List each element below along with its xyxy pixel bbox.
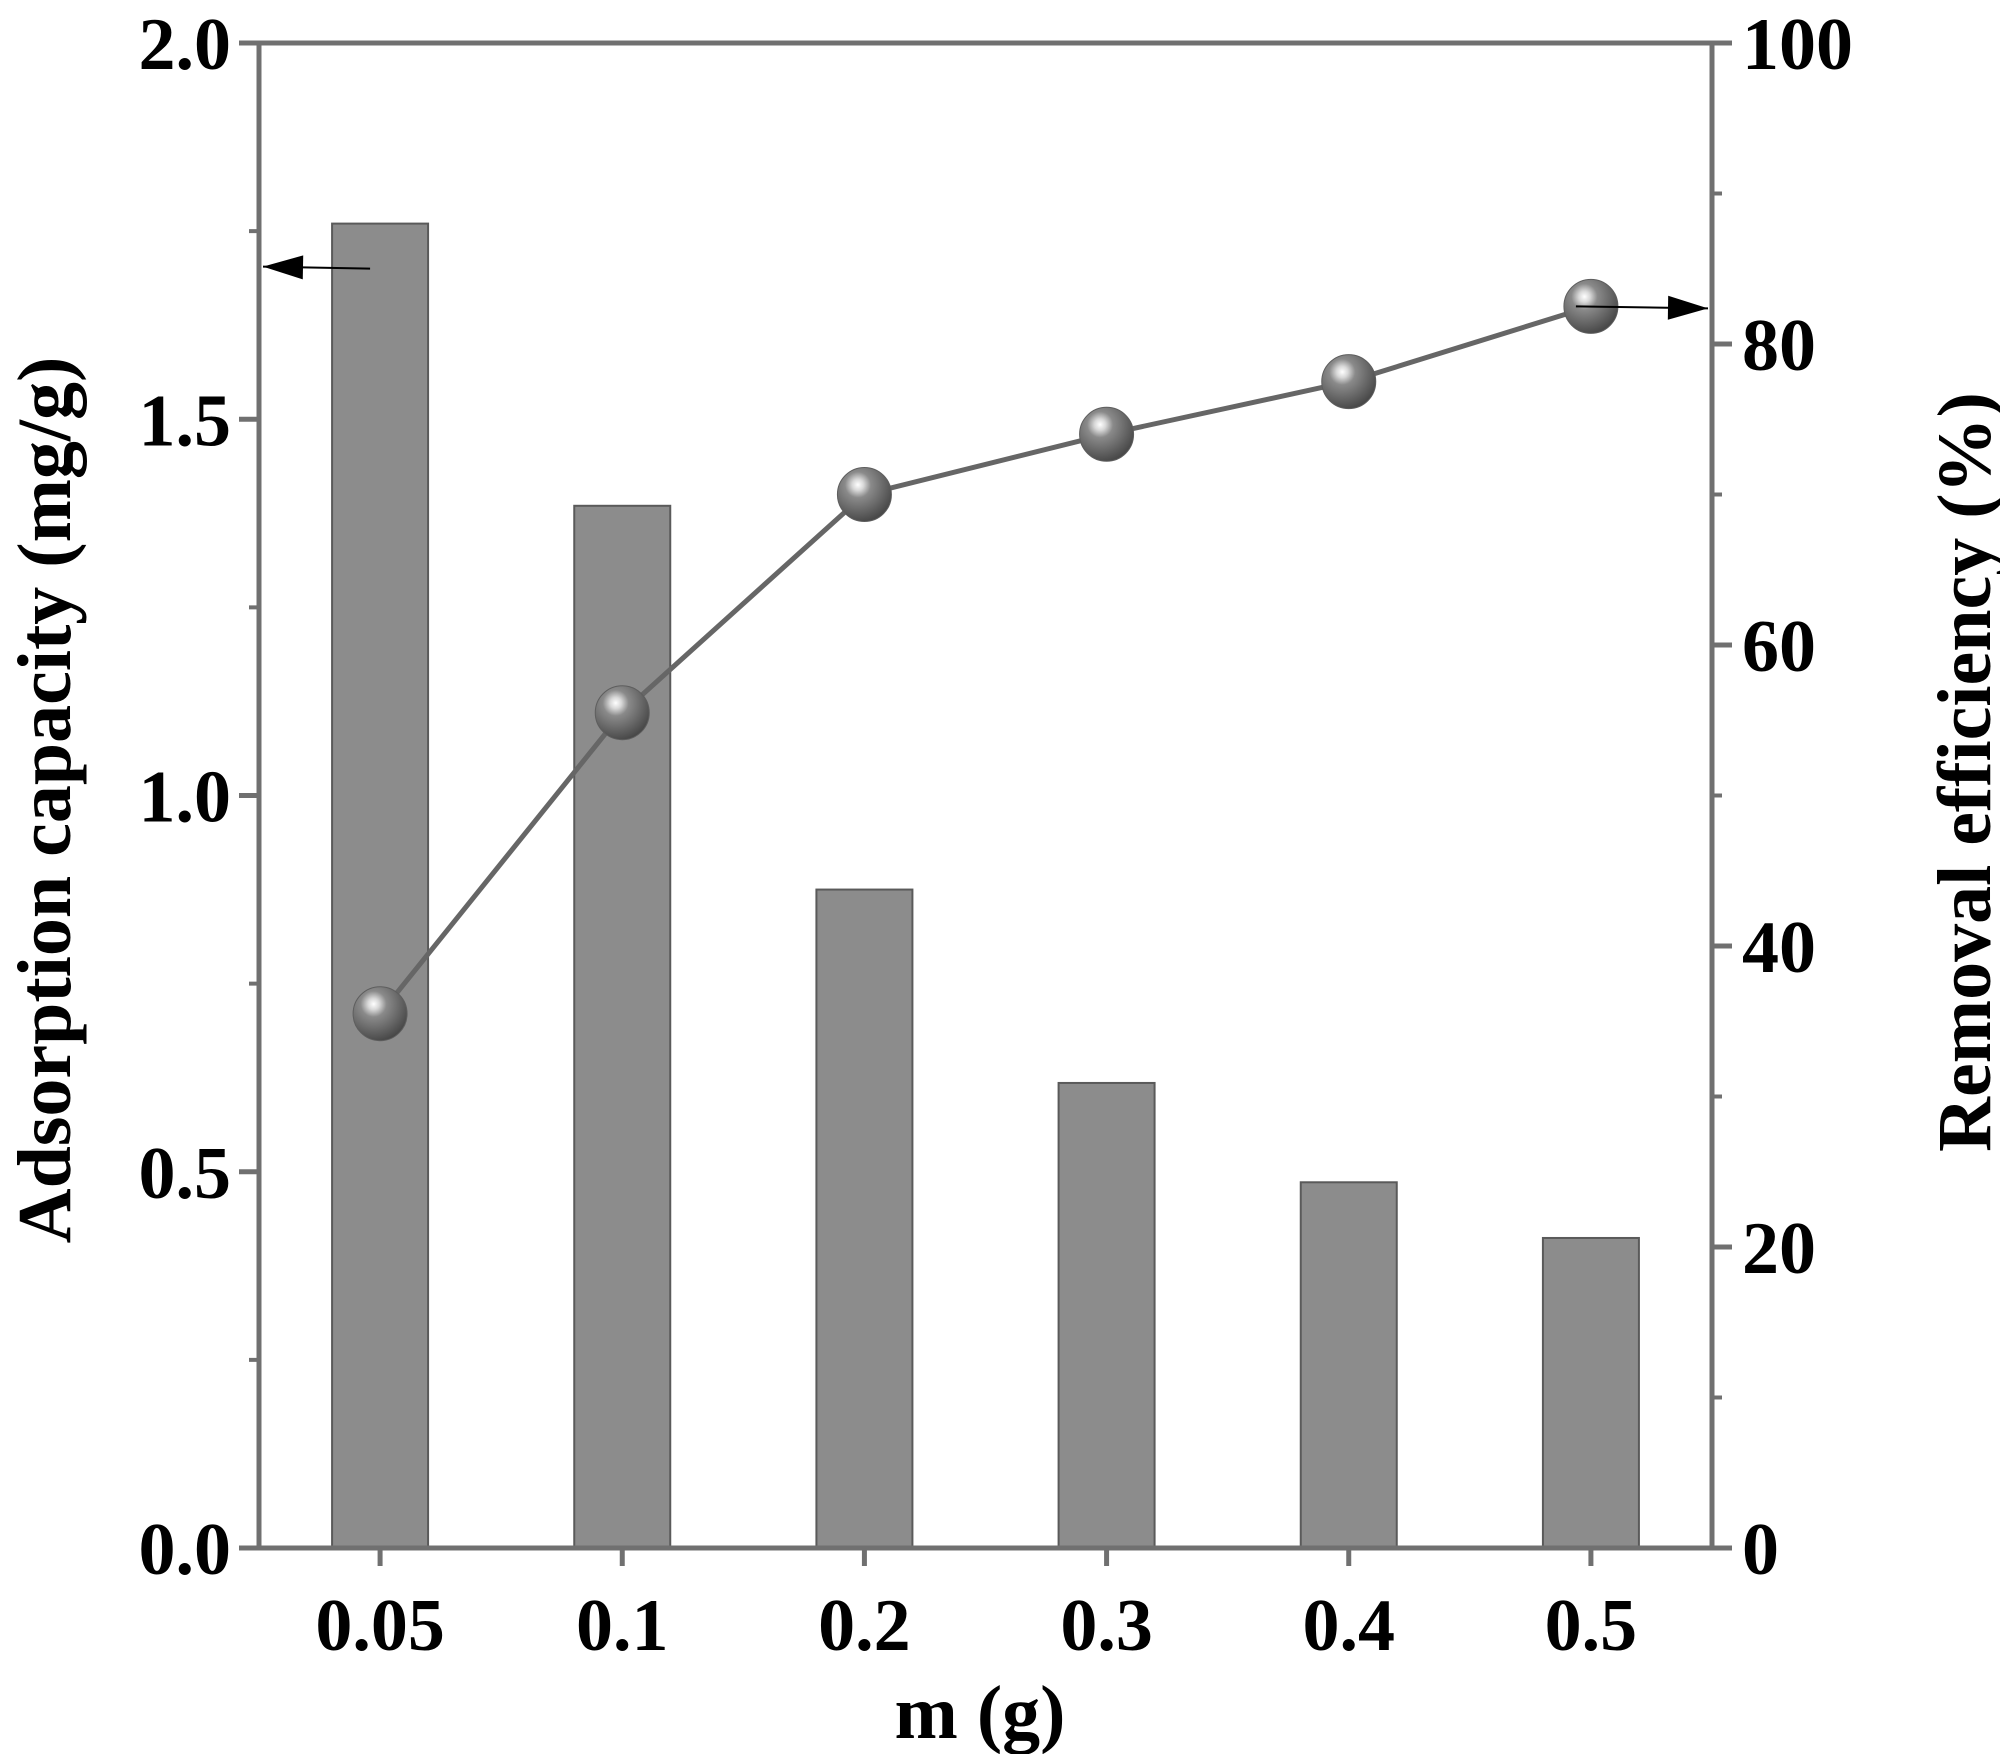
x-tick-label: 0.2 xyxy=(818,1585,911,1667)
bar-0.5 xyxy=(1541,1236,1640,1549)
right-tick-label: 60 xyxy=(1742,606,1816,688)
right-tick-label: 80 xyxy=(1742,305,1816,387)
x-tick-label: 0.1 xyxy=(576,1585,669,1667)
bars-layer xyxy=(331,222,1640,1550)
efficiency-point-0.3 xyxy=(1079,406,1135,462)
bar-0.05 xyxy=(331,222,430,1550)
right-tick-label: 40 xyxy=(1742,907,1816,989)
bar-0.2 xyxy=(815,888,914,1549)
efficiency-point-0.4 xyxy=(1321,354,1377,410)
x-tick-label: 0.3 xyxy=(1060,1585,1153,1667)
efficiency-point-0.2 xyxy=(836,467,892,522)
efficiency-point-0.1 xyxy=(594,685,650,741)
left-tick-label: 2.0 xyxy=(139,4,232,86)
axes-layer xyxy=(239,40,1732,1566)
bar-0.1 xyxy=(573,504,672,1550)
left-axis-arrow-head xyxy=(263,255,304,280)
left-axis-title: Adsorption capacity (mg/g) xyxy=(3,357,87,1244)
right-tick-label: 20 xyxy=(1742,1208,1816,1290)
line-layer xyxy=(352,278,1619,1042)
right-axis-title: Removal efficiency (%) xyxy=(1923,392,2000,1152)
labels-layer: 0.0 0.5 1.0 1.5 2.0 0 20 40 60 80 100 0.05 0.1 0.2 0.3… xyxy=(139,4,1854,1667)
x-tick-label: 0.05 xyxy=(315,1585,445,1667)
left-tick-label: 1.5 xyxy=(139,380,232,462)
bar-0.4 xyxy=(1299,1181,1398,1550)
x-axis-title: m (g) xyxy=(895,1671,1066,1754)
x-tick-label: 0.4 xyxy=(1303,1585,1396,1667)
right-tick-label: 100 xyxy=(1742,4,1853,86)
right-tick-label: 0 xyxy=(1742,1509,1779,1591)
left-tick-label: 0.5 xyxy=(139,1133,232,1215)
right-axis-arrow-head xyxy=(1667,295,1708,320)
efficiency-line xyxy=(378,303,1592,1016)
x-tick-label: 0.5 xyxy=(1545,1585,1638,1667)
efficiency-point-0.05 xyxy=(352,986,408,1042)
left-tick-label: 0.0 xyxy=(139,1509,232,1591)
left-tick-label: 1.0 xyxy=(139,757,232,839)
bar-0.3 xyxy=(1057,1081,1156,1549)
